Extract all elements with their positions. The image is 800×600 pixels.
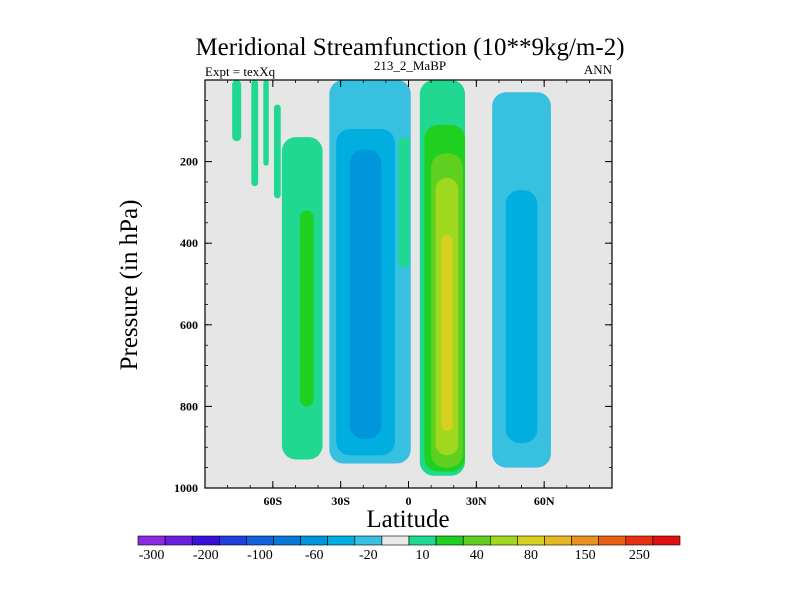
colorbar-swatch <box>435 535 464 546</box>
colorbar-swatch <box>489 535 518 546</box>
contour-polar-streak-4 <box>273 104 281 199</box>
colorbar-label: -300 <box>139 548 165 563</box>
colorbar-swatch <box>408 535 437 546</box>
colorbar-swatch <box>462 535 491 546</box>
colorbar-label: 40 <box>470 548 484 563</box>
run-label: 213_2_MaBP <box>374 58 446 73</box>
y-tick-label: 600 <box>180 318 198 332</box>
colorbar-label: -60 <box>305 548 324 563</box>
y-axis-label: Pressure (in hPa) <box>116 200 143 371</box>
contour-polar-streak-3 <box>263 80 269 166</box>
colorbar-swatch <box>625 535 654 546</box>
contour-nh-inner-cell <box>505 190 538 444</box>
colorbar-swatch <box>246 535 274 546</box>
x-tick-label: 30S <box>331 494 350 508</box>
colorbar <box>137 535 681 546</box>
x-axis-label: Latitude <box>366 506 449 533</box>
colorbar-swatch <box>273 535 301 546</box>
y-tick-label: 400 <box>180 236 198 250</box>
contour-nh-tropopause-wisp <box>398 137 410 268</box>
colorbar-swatch <box>544 535 572 546</box>
colorbar-swatch <box>571 535 599 546</box>
colorbar-swatch <box>219 535 247 546</box>
colorbar-swatch <box>300 535 329 546</box>
x-tick-label: 0 <box>406 494 412 508</box>
contour-polar-streak-1 <box>232 80 242 142</box>
y-tick-label: 1000 <box>174 481 198 495</box>
colorbar-label: -100 <box>247 548 273 563</box>
colorbar-swatch <box>137 535 166 546</box>
colorbar-label: 150 <box>575 548 596 563</box>
colorbar-label: -20 <box>359 548 378 563</box>
colorbar-label: 250 <box>629 548 650 563</box>
season-label: ANN <box>584 62 613 77</box>
contour-hadley-sh-core <box>349 149 382 440</box>
colorbar-swatch <box>517 535 545 546</box>
y-tick-label: 200 <box>180 155 198 169</box>
colorbar-label: 80 <box>524 548 538 563</box>
contour-fills <box>232 80 551 476</box>
colorbar-label: -200 <box>193 548 219 563</box>
colorbar-swatch <box>381 535 410 546</box>
colorbar-label: 10 <box>416 548 430 563</box>
contour-hadley-nh-core <box>441 235 453 431</box>
colorbar-swatch <box>354 535 383 546</box>
chart-title: Meridional Streamfunction (10**9kg/m-2) <box>195 34 624 61</box>
contour-polar-streak-2 <box>251 80 259 187</box>
colorbar-swatch <box>598 535 627 546</box>
experiment-label: Expt = texXq <box>205 64 276 79</box>
y-axis-ticks: 200 400 600 800 1000 <box>174 79 612 495</box>
x-tick-label: 60S <box>263 494 282 508</box>
contour-sh-ferrel-core <box>299 210 314 407</box>
x-tick-label: 60N <box>534 494 555 508</box>
x-axis-ticks: 60S 30S 0 30N 60N <box>204 80 613 508</box>
colorbar-swatch <box>652 535 681 546</box>
y-tick-label: 800 <box>180 399 198 413</box>
x-tick-label: 30N <box>466 494 487 508</box>
colorbar-swatch <box>191 535 220 546</box>
colorbar-labels: -300 -200 -100 -60 -20 10 40 80 150 250 <box>139 548 650 563</box>
colorbar-swatch <box>327 535 356 546</box>
colorbar-swatch <box>164 535 193 546</box>
